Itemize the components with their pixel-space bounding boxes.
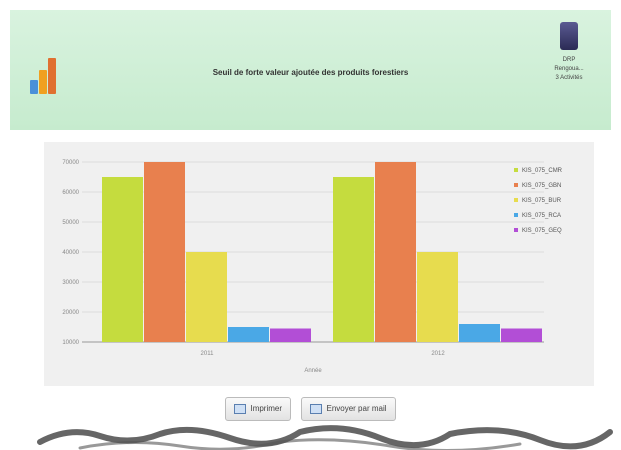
legend-marker — [514, 198, 518, 202]
print-label: Imprimer — [250, 404, 283, 413]
y-tick-label: 30000 — [62, 280, 79, 286]
bar-chart: 70000 60000 50000 40000 30000 20000 10000 2011 2… — [62, 160, 563, 374]
y-tick-label: 70000 — [62, 160, 79, 166]
x-tick-label: 2011 — [201, 351, 215, 357]
legend-label: KIS_075_GEQ — [522, 228, 562, 234]
email-button[interactable]: Envoyer par mail — [301, 397, 396, 421]
x-axis-label: Année — [304, 368, 322, 374]
user-panel[interactable]: DRP Rengoua... 3 Activités — [541, 22, 597, 83]
legend-label: KIS_075_RCA — [522, 213, 561, 219]
y-tick-label: 60000 — [62, 190, 79, 196]
x-tick-label: 2012 — [431, 351, 445, 357]
bar — [375, 162, 416, 342]
legend-marker — [514, 168, 518, 172]
print-button[interactable]: Imprimer — [225, 397, 292, 421]
bar — [186, 252, 227, 342]
y-tick-label: 10000 — [62, 340, 79, 346]
bar — [333, 177, 374, 342]
user-line-2: Rengoua... — [554, 66, 584, 72]
y-tick-label: 20000 — [62, 310, 79, 316]
legend-label: KIS_075_BUR — [522, 198, 562, 204]
mail-icon — [310, 403, 323, 414]
bar — [102, 177, 143, 342]
bar — [228, 327, 269, 342]
legend-marker — [514, 213, 518, 217]
bar-chart-icon[interactable] — [30, 54, 64, 94]
legend-label: KIS_075_GBN — [522, 183, 561, 189]
y-tick-label: 40000 — [62, 250, 79, 256]
page-title: Seuil de forte valeur ajoutée des produi… — [212, 68, 409, 77]
bar — [270, 328, 311, 342]
bar — [144, 162, 185, 342]
y-tick-label: 50000 — [62, 220, 79, 226]
chart-panel: 70000 60000 50000 40000 30000 20000 10000 2011 2… — [44, 142, 594, 386]
legend-label: KIS_075_CMR — [522, 168, 563, 174]
bar — [417, 252, 458, 342]
bar — [501, 328, 542, 342]
printer-icon — [234, 403, 247, 414]
action-bar: Imprimer Envoyer par mail — [0, 397, 621, 421]
bar — [459, 324, 500, 342]
app-header: Seuil de forte valeur ajoutée des produi… — [10, 10, 611, 130]
avatar[interactable] — [560, 22, 578, 50]
email-label: Envoyer par mail — [326, 404, 387, 413]
user-line-3: 3 Activités — [555, 75, 583, 81]
legend-marker — [514, 183, 518, 187]
brush-stroke-decoration — [37, 425, 613, 450]
legend-marker — [514, 228, 518, 232]
user-line-1: DRP — [562, 57, 576, 63]
